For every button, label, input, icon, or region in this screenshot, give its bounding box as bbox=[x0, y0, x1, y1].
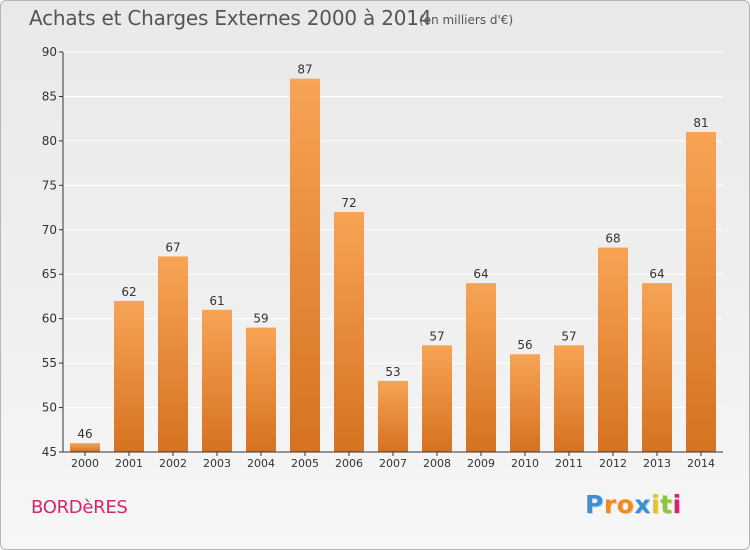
logo-letter: t bbox=[660, 490, 673, 519]
bar bbox=[70, 443, 100, 452]
y-tick-label: 65 bbox=[42, 267, 57, 281]
bar bbox=[422, 345, 452, 452]
x-tick-label: 2002 bbox=[159, 457, 187, 470]
bar bbox=[202, 309, 232, 452]
bar bbox=[642, 283, 672, 452]
x-tick-label: 2008 bbox=[423, 457, 451, 470]
logo-letter: o bbox=[616, 490, 635, 519]
y-tick-label: 45 bbox=[42, 445, 57, 459]
data-label: 61 bbox=[209, 294, 224, 308]
chart-subtitle: (en milliers d'€) bbox=[419, 13, 514, 27]
bar bbox=[246, 327, 276, 452]
y-tick-label: 50 bbox=[42, 401, 57, 415]
logo-letter: i bbox=[651, 490, 661, 519]
data-label: 59 bbox=[253, 312, 268, 326]
data-label: 72 bbox=[341, 196, 356, 210]
bar bbox=[686, 132, 716, 452]
bar bbox=[510, 354, 540, 452]
bar bbox=[158, 256, 188, 452]
logo-letter: x bbox=[634, 490, 651, 519]
data-label: 67 bbox=[165, 240, 180, 254]
x-tick-label: 2011 bbox=[555, 457, 583, 470]
data-label: 64 bbox=[473, 267, 488, 281]
y-tick-label: 70 bbox=[42, 223, 57, 237]
bar bbox=[554, 345, 584, 452]
logo-letter: P bbox=[585, 490, 604, 519]
y-tick-label: 55 bbox=[42, 356, 57, 370]
x-tick-label: 2001 bbox=[115, 457, 143, 470]
y-tick-label: 90 bbox=[42, 45, 57, 59]
city-name: BORDèRES bbox=[31, 497, 128, 518]
data-label: 68 bbox=[605, 232, 620, 246]
data-label: 87 bbox=[297, 63, 312, 77]
bar bbox=[114, 300, 144, 452]
logo-letter: i bbox=[672, 490, 682, 519]
proxiti-logo: Proxiti bbox=[585, 490, 682, 519]
x-tick-label: 2014 bbox=[687, 457, 715, 470]
bar bbox=[378, 380, 408, 452]
x-tick-label: 2007 bbox=[379, 457, 407, 470]
y-tick-label: 80 bbox=[42, 134, 57, 148]
data-label: 57 bbox=[429, 329, 444, 343]
x-tick-label: 2006 bbox=[335, 457, 363, 470]
bar bbox=[466, 283, 496, 452]
y-tick-label: 85 bbox=[42, 89, 57, 103]
bar bbox=[334, 212, 364, 452]
data-label: 56 bbox=[517, 338, 532, 352]
y-tick-label: 75 bbox=[42, 178, 57, 192]
bar bbox=[290, 78, 320, 453]
x-tick-label: 2013 bbox=[643, 457, 671, 470]
x-tick-label: 2000 bbox=[71, 457, 99, 470]
data-label: 57 bbox=[561, 329, 576, 343]
x-tick-label: 2010 bbox=[511, 457, 539, 470]
data-label: 81 bbox=[693, 116, 708, 130]
x-tick-label: 2005 bbox=[291, 457, 319, 470]
bar bbox=[598, 247, 628, 452]
logo-letter: r bbox=[603, 490, 617, 519]
chart-title: Achats et Charges Externes 2000 à 2014 bbox=[29, 6, 432, 30]
data-label: 62 bbox=[121, 285, 136, 299]
x-tick-label: 2003 bbox=[203, 457, 231, 470]
data-label: 46 bbox=[77, 427, 92, 441]
data-label: 64 bbox=[649, 267, 664, 281]
x-tick-label: 2009 bbox=[467, 457, 495, 470]
data-label: 53 bbox=[385, 365, 400, 379]
x-tick-label: 2004 bbox=[247, 457, 275, 470]
x-tick-label: 2012 bbox=[599, 457, 627, 470]
y-tick-label: 60 bbox=[42, 312, 57, 326]
